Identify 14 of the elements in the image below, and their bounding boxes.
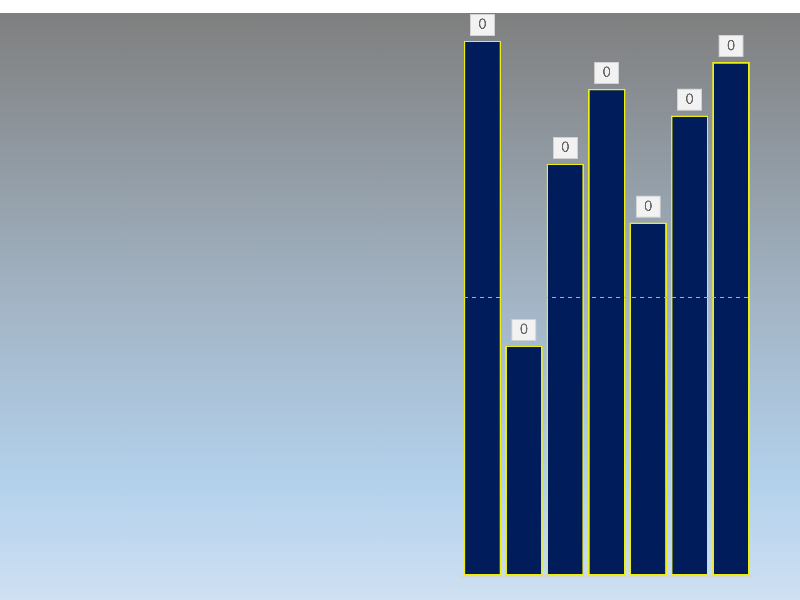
bar <box>506 346 543 576</box>
bar <box>546 164 584 576</box>
bar <box>464 41 502 576</box>
bar <box>630 222 668 576</box>
annotation: 0 <box>644 198 653 215</box>
annotation: 0 <box>561 140 570 156</box>
annotation: 0 <box>602 65 612 82</box>
bar <box>671 116 708 576</box>
text: 0 <box>478 17 488 33</box>
bar <box>588 89 626 576</box>
annotation: 0 <box>685 92 694 108</box>
bar <box>712 62 750 576</box>
annotation: 0 <box>726 38 736 54</box>
annotation: 0 <box>520 322 529 338</box>
